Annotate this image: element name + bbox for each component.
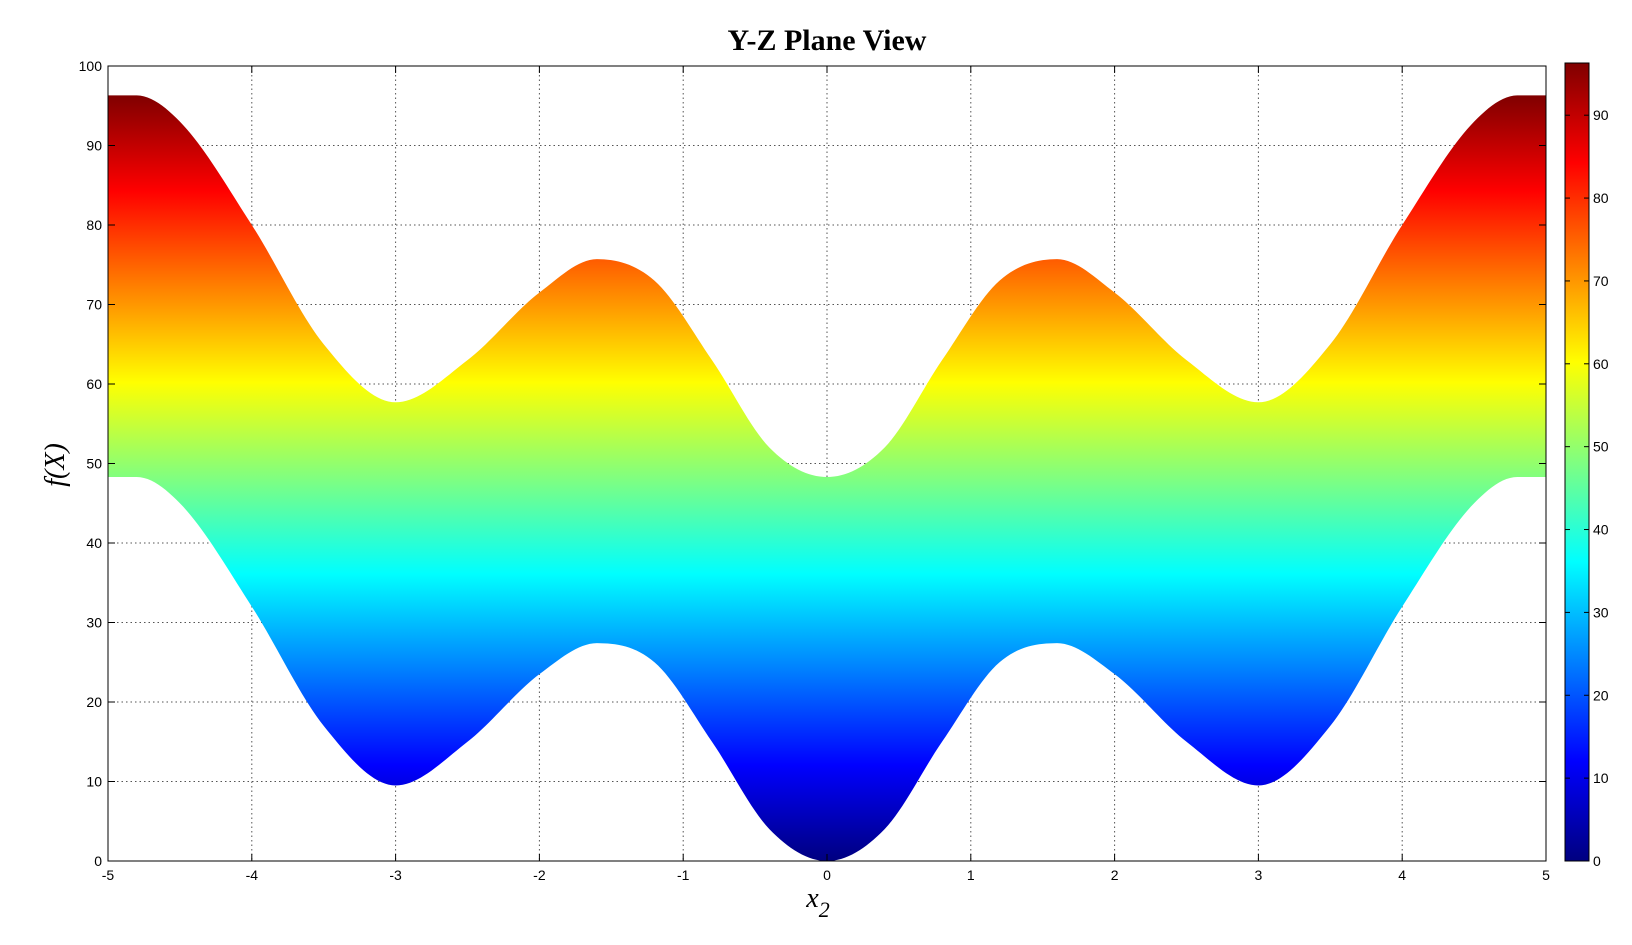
y-tick-label: 70	[86, 297, 102, 313]
colorbar-tick-label: 60	[1593, 356, 1609, 372]
x-tick-label: 4	[1398, 867, 1406, 883]
colorbar-tick-label: 50	[1593, 439, 1609, 455]
x-tick-label: 2	[1111, 867, 1119, 883]
colorbar	[1564, 62, 1590, 862]
x-tick-label: -1	[677, 867, 690, 883]
y-tick-label: 20	[86, 694, 102, 710]
surface-band-area	[108, 95, 1546, 861]
y-tick-label: 0	[94, 853, 102, 869]
colorbar-tick-label: 90	[1593, 107, 1609, 123]
x-axis-ticks: -5 -4 -3 -2 -1 0 1 2 3 4 5	[102, 66, 1550, 883]
x-tick-label: -3	[389, 867, 402, 883]
x-tick-label: -2	[533, 867, 546, 883]
x-tick-label: 0	[823, 867, 831, 883]
y-tick-label: 30	[86, 615, 102, 631]
colorbar-tick-label: 0	[1593, 853, 1601, 869]
y-tick-label: 50	[86, 456, 102, 472]
x-tick-label: -4	[246, 867, 259, 883]
x-tick-label: 1	[967, 867, 975, 883]
colorbar-tick-label: 20	[1593, 687, 1609, 703]
x-tick-label: 5	[1542, 867, 1550, 883]
x-axis-label-base: x	[805, 883, 819, 914]
colorbar-ticks: 0 10 20 30 40 50 60 70 80 90	[1565, 107, 1609, 869]
colorbar-tick-label: 70	[1593, 273, 1609, 289]
colorbar-tick-label: 30	[1593, 604, 1609, 620]
colorbar-tick-label: 40	[1593, 522, 1609, 538]
colorbar-tick-label: 10	[1593, 770, 1609, 786]
y-tick-label: 10	[86, 774, 102, 790]
y-tick-label: 40	[86, 535, 102, 551]
y-tick-label: 60	[86, 376, 102, 392]
x-tick-label: 3	[1255, 867, 1263, 883]
y-tick-label: 90	[86, 138, 102, 154]
colorbar-tick-label: 80	[1593, 190, 1609, 206]
y-axis-ticks: 0 10 20 30 40 50 60 70 80 90 100	[79, 58, 1546, 869]
y-tick-label: 100	[79, 58, 103, 74]
x-tick-label: -5	[102, 867, 115, 883]
x-axis-label: x2	[805, 883, 829, 922]
chart-title: Y-Z Plane View	[728, 24, 927, 57]
x-axis-label-subscript: 2	[819, 897, 830, 922]
y-axis-label: f(X)	[40, 443, 71, 487]
y-tick-label: 80	[86, 217, 102, 233]
